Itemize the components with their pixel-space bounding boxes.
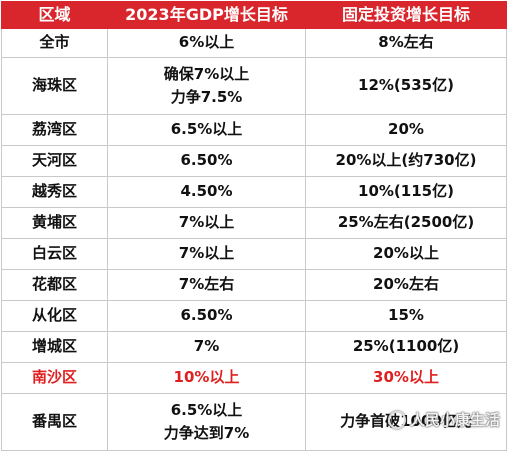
table-row: 荔湾区 6.5%以上 20% (1, 114, 507, 146)
investment-cell: 25%左右(2500亿) (305, 207, 507, 239)
gdp-line: 确保7%以上 (163, 64, 250, 83)
gdp-cell: 7%以上 (107, 207, 306, 239)
district-cell: 全市 (1, 28, 108, 58)
table-row: 黄埔区 7%以上 25%左右(2500亿) (1, 207, 507, 239)
table-row: 增城区 7% 25%(1100亿) (1, 331, 507, 363)
district-cell: 越秀区 (1, 176, 108, 208)
district-cell: 增城区 (1, 331, 108, 363)
watermark-logo-icon (387, 410, 406, 429)
investment-cell: 10%(115亿) (305, 176, 507, 208)
investment-cell: 8%左右 (305, 28, 507, 58)
gdp-line: 力争达到7% (163, 424, 250, 442)
gdp-cell: 6.5%以上 (107, 114, 306, 146)
district-cell: 白云区 (1, 238, 108, 270)
header-gdp-target: 2023年GDP增长目标 (107, 1, 306, 29)
district-cell: 番禺区 (1, 393, 108, 451)
table-row: 天河区 6.50% 20%以上(约730亿) (1, 145, 507, 177)
investment-cell: 12%(535亿) (305, 57, 507, 115)
table-row: 全市 6%以上 8%左右 (1, 28, 507, 58)
district-cell: 从化区 (1, 300, 108, 332)
table-header-row: 区域 2023年GDP增长目标 固定投资增长目标 (1, 1, 507, 29)
investment-cell: 15% (305, 300, 507, 332)
gdp-cell: 6.5%以上 力争达到7% (107, 393, 306, 451)
gdp-cell: 7%左右 (107, 269, 306, 301)
table-row: 海珠区 确保7%以上 力争7.5% 12%(535亿) (1, 57, 507, 115)
district-cell: 南沙区 (1, 362, 108, 394)
gdp-cell: 10%以上 (107, 362, 306, 394)
table-row: 花都区 7%左右 20%左右 (1, 269, 507, 301)
district-cell: 荔湾区 (1, 114, 108, 146)
investment-cell: 25%(1100亿) (305, 331, 507, 363)
header-investment-target: 固定投资增长目标 (305, 1, 507, 29)
gdp-line: 6.5%以上 (170, 400, 243, 419)
gdp-line: 力争7.5% (170, 88, 243, 106)
investment-cell: 30%以上 (305, 362, 507, 394)
gdp-cell: 6.50% (107, 300, 306, 332)
district-cell: 黄埔区 (1, 207, 108, 239)
watermark-text: 人民小康生活 (409, 411, 500, 429)
district-cell: 天河区 (1, 145, 108, 177)
gdp-cell: 4.50% (107, 176, 306, 208)
district-cell: 花都区 (1, 269, 108, 301)
gdp-cell: 确保7%以上 力争7.5% (107, 57, 306, 115)
district-cell: 海珠区 (1, 57, 108, 115)
gdp-cell: 7%以上 (107, 238, 306, 270)
investment-cell: 20% (305, 114, 507, 146)
gdp-cell: 6%以上 (107, 28, 306, 58)
table-row: 越秀区 4.50% 10%(115亿) (1, 176, 507, 208)
header-district: 区域 (1, 1, 108, 29)
gdp-cell: 6.50% (107, 145, 306, 177)
table-row: 从化区 6.50% 15% (1, 300, 507, 332)
table-row-highlighted: 南沙区 10%以上 30%以上 (1, 362, 507, 394)
investment-cell: 20%左右 (305, 269, 507, 301)
investment-cell: 20%以上 (305, 238, 507, 270)
watermark: 人民小康生活 (387, 409, 500, 430)
table-row: 白云区 7%以上 20%以上 (1, 238, 507, 270)
investment-cell: 20%以上(约730亿) (305, 145, 507, 177)
gdp-cell: 7% (107, 331, 306, 363)
